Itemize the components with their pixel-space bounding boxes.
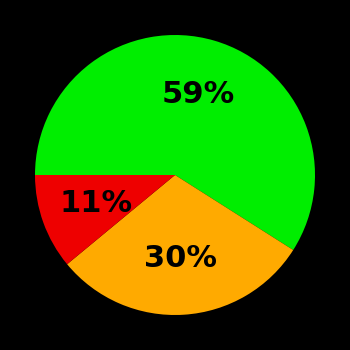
Wedge shape — [35, 35, 315, 250]
Text: 11%: 11% — [60, 189, 133, 218]
Wedge shape — [35, 175, 175, 264]
Text: 30%: 30% — [144, 244, 217, 273]
Wedge shape — [67, 175, 293, 315]
Text: 59%: 59% — [162, 80, 235, 109]
